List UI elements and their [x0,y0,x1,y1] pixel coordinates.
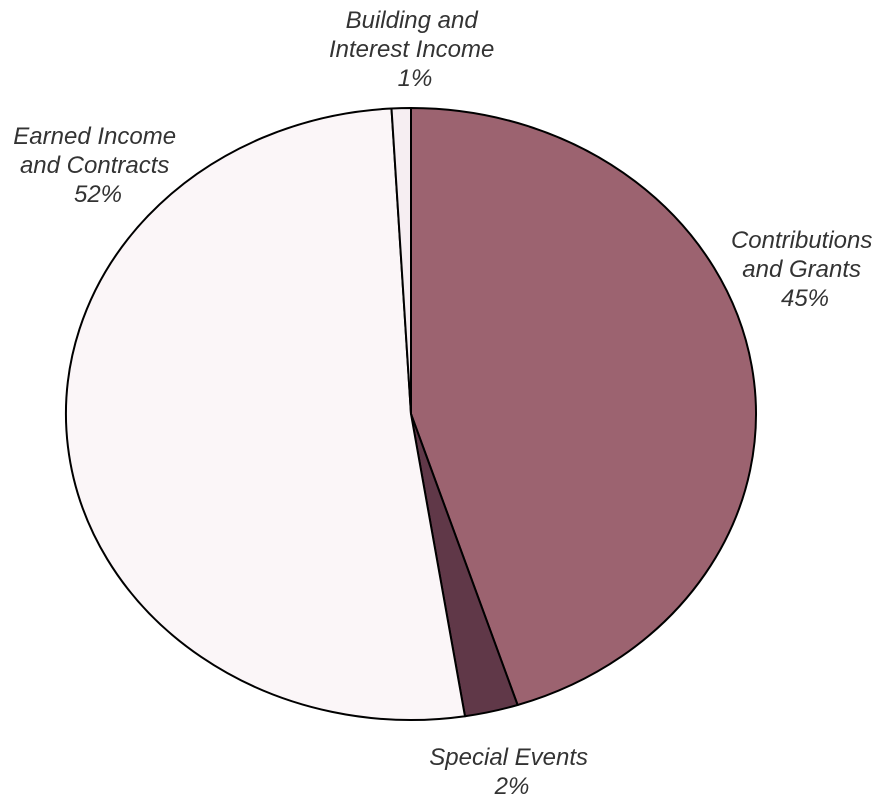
slice-earned-income [64,107,466,721]
pie-slices [64,107,757,721]
slice-building-interest [390,107,412,415]
label-special-events: Special Events 2% [429,744,594,800]
slice-contributions [410,107,757,707]
label-building-interest: Building and Interest Income 1% [329,7,501,92]
label-earned-income: Earned Income and Contracts 52% [13,123,182,208]
pie-labels: Contributions and Grants 45% Special Eve… [13,7,879,800]
label-contributions: Contributions and Grants 45% [731,227,879,312]
